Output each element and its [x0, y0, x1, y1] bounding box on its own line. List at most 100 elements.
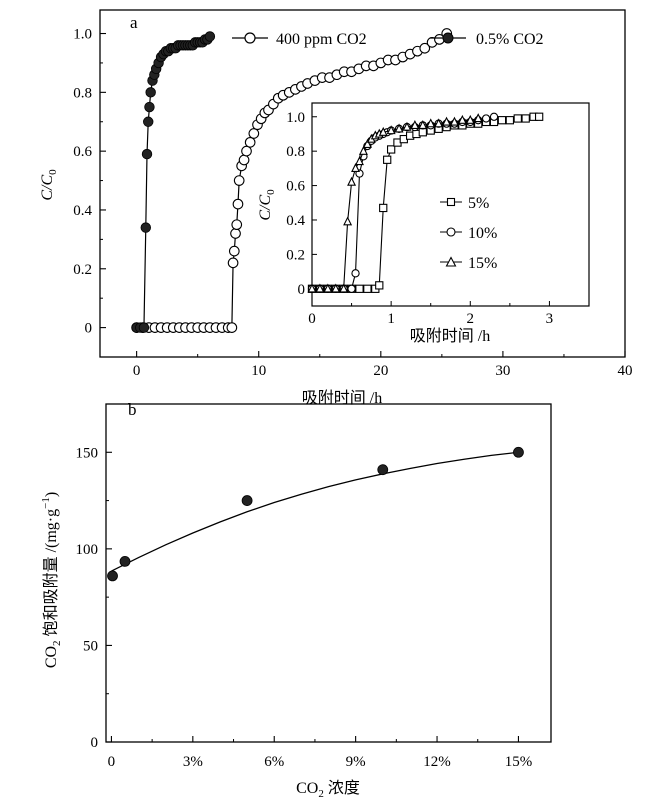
inset-x-tick-label: 0	[308, 311, 316, 327]
data-point-0	[241, 145, 252, 157]
data-point-0	[238, 154, 250, 166]
inset-data-point-0	[379, 203, 388, 213]
inset-y-tick-label: 0.4	[286, 213, 305, 229]
inset-series	[307, 112, 544, 293]
inset-data-point-0	[386, 145, 396, 154]
inset-data-point-0	[355, 284, 364, 293]
inset-x-tick-label: 3	[546, 311, 554, 327]
b-data-point	[119, 556, 131, 567]
b-x-tick-label: 9%	[346, 754, 366, 770]
inset-y-tick-label: 1.0	[286, 110, 305, 126]
chart-a-series	[131, 28, 453, 333]
inset-data-point-0	[418, 128, 427, 137]
chart-a: a 0 10 20 30 40 00.20.40.60.81.0 吸附时间 /h C/C…	[39, 9, 633, 407]
chart-b-y-axis-label: CO2 饱和吸附量 /(mg·g−1)	[40, 492, 63, 668]
inset-data-point-2	[323, 283, 333, 293]
inset-data-point-1	[489, 112, 499, 121]
inset-data-point-2	[442, 116, 452, 126]
b-data-point	[513, 446, 524, 458]
inset-y-axis-label: C/C0	[257, 189, 277, 221]
b-x-tick-label: 0	[108, 754, 116, 770]
chart-b-y-ticks: 0 50 100 150	[76, 445, 112, 751]
chart-b-x-axis-label: CO2 浓度	[296, 779, 360, 800]
inset-data-point-0	[513, 114, 522, 123]
inset-data-point-0	[521, 114, 530, 123]
legend-label-05pct: 0.5% CO2	[476, 31, 544, 48]
panel-label-a: a	[130, 13, 138, 32]
chart-b-series	[107, 446, 524, 582]
inset-x-tick-label: 2	[467, 311, 475, 327]
chart-a-frame	[99, 9, 626, 358]
inset-data-point-0	[497, 116, 507, 125]
inset-data-point-2	[354, 156, 364, 166]
inset-y-tick-label: 0.2	[286, 247, 305, 263]
data-point-0	[248, 128, 260, 139]
y-label-c: C	[39, 190, 56, 201]
inset-data-point-0	[505, 116, 515, 125]
b-y-tick-label: 0	[91, 735, 99, 751]
data-point-0	[230, 228, 241, 239]
inset-chart: 0 1 2 3 0 0.2 0.4 0.6 0.8 1.0 吸附时间 /h C/C0 5% 10…	[257, 102, 590, 345]
chart-a-legend: 400 ppm CO2 0.5% CO2	[232, 31, 544, 48]
inset-data-point-2	[402, 121, 412, 131]
inset-data-point-2	[378, 126, 388, 136]
inset-data-point-2	[386, 125, 396, 135]
inset-data-point-0	[375, 281, 384, 290]
inset-data-point-2	[449, 116, 459, 126]
b-y-tick-label: 50	[83, 638, 98, 654]
inset-data-point-2	[331, 283, 341, 293]
panel-label-b: b	[128, 400, 137, 419]
inset-data-point-2	[426, 118, 436, 128]
legend-marker-05pct	[442, 32, 454, 44]
chart-b-frame	[105, 403, 552, 743]
y-tick-label: 1.0	[73, 27, 92, 43]
inset-data-point-2	[465, 114, 475, 124]
b-data-point	[377, 464, 389, 476]
inset-data-point-2	[457, 114, 467, 124]
data-point-0	[227, 257, 239, 269]
inset-data-point-2	[434, 118, 444, 128]
inset-y-tick-label: 0	[298, 282, 306, 298]
b-x-tick-label: 15%	[505, 754, 533, 770]
inset-y-ticks: 0 0.2 0.4 0.6 0.8 1.0	[286, 110, 317, 298]
inset-x-ticks: 0 1 2 3	[308, 301, 553, 327]
y-label-c0: C	[39, 175, 56, 186]
x-tick-label: 0	[133, 363, 141, 379]
inset-data-point-0	[383, 155, 392, 164]
fit-curve	[111, 451, 519, 572]
y-tick-label: 0	[85, 321, 93, 337]
chart-b-x-ticks: 0 3% 6% 9% 12% 15%	[108, 736, 533, 770]
chart-a-y-ticks: 0 0.2 0.4 0.6 0.8 1.0	[73, 27, 106, 337]
y-tick-label: 0.2	[73, 262, 92, 278]
inset-data-point-2	[339, 283, 349, 293]
data-point-0	[233, 175, 245, 186]
inset-data-point-2	[358, 145, 368, 155]
y-tick-label: 0.6	[73, 144, 92, 160]
svg-text:C/C0: C/C0	[39, 169, 59, 201]
inset-data-point-2	[307, 283, 317, 293]
data-point-1	[140, 222, 151, 233]
inset-x-axis-label: 吸附时间 /h	[410, 327, 490, 345]
legend-label-400ppm: 400 ppm CO2	[276, 31, 367, 48]
inset-legend-label-15pct: 15%	[468, 255, 497, 272]
data-point-1	[204, 31, 216, 42]
b-x-tick-label: 3%	[183, 754, 203, 770]
data-point-0	[226, 322, 238, 333]
b-x-tick-label: 12%	[423, 754, 451, 770]
inset-data-point-1	[481, 114, 491, 123]
data-point-0	[232, 198, 244, 210]
legend-marker-400ppm	[244, 32, 256, 44]
inset-legend: 5% 10% 15%	[440, 195, 497, 272]
y-tick-label: 0.4	[73, 203, 92, 219]
b-data-point	[107, 570, 118, 582]
inset-data-point-2	[351, 163, 361, 173]
data-point-0	[231, 219, 243, 231]
x-tick-label: 10	[251, 363, 266, 379]
svg-text:C/C0: C/C0	[257, 189, 277, 221]
inset-data-point-2	[315, 283, 325, 293]
data-point-0	[244, 136, 256, 148]
y-tick-label: 0.8	[73, 85, 92, 101]
data-point-0	[228, 245, 240, 257]
b-y-tick-label: 100	[76, 542, 99, 558]
